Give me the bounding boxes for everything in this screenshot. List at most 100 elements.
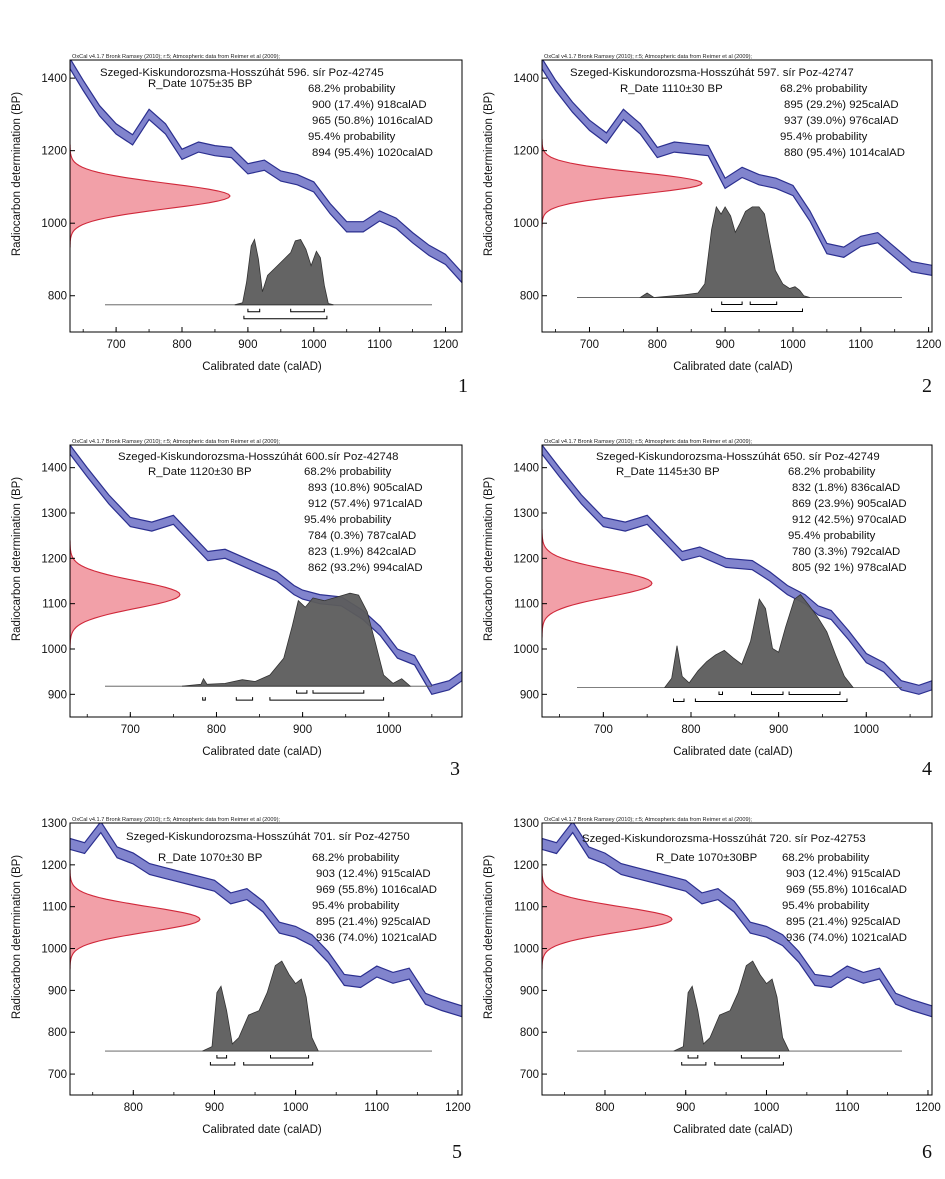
x-tick-label: 900 bbox=[716, 339, 735, 351]
r-date: R_Date 1120±30 BP bbox=[148, 466, 252, 478]
probability-heading: 68.2% probability bbox=[312, 852, 400, 864]
range-68-bracket bbox=[247, 308, 261, 313]
plot-area bbox=[542, 445, 932, 695]
calibrated-posterior bbox=[663, 594, 854, 688]
range-68-bracket bbox=[721, 301, 743, 306]
radiocarbon-prior bbox=[70, 868, 201, 970]
calibration-curve bbox=[70, 823, 462, 1018]
x-tick-label: 1000 bbox=[853, 724, 879, 736]
y-tick-label: 1300 bbox=[41, 818, 67, 830]
calibration-panel-2: 700 800 900 1000 1100 1200 800 1000 1200 1400 Cali… bbox=[483, 54, 941, 397]
y-tick-label: 1000 bbox=[41, 218, 67, 230]
range-95-bracket bbox=[209, 1062, 236, 1066]
calibrated-posterior bbox=[202, 960, 319, 1052]
y-tick-label: 1100 bbox=[42, 902, 67, 914]
x-axis-label: Calibrated date (calAD) bbox=[202, 1124, 322, 1136]
y-axis-label: Radiocarbon determination (BP) bbox=[11, 92, 23, 256]
probability-range: 912 (42.5%) 970calAD bbox=[792, 514, 907, 526]
x-tick-label: 900 bbox=[293, 724, 312, 736]
y-tick-label: 1100 bbox=[42, 599, 67, 611]
r-date: R_Date 1075±35 BP bbox=[148, 78, 252, 90]
x-tick-label: 1200 bbox=[433, 339, 459, 351]
panel-number: 4 bbox=[922, 758, 932, 780]
y-tick-label: 900 bbox=[48, 985, 67, 997]
y-tick-label: 900 bbox=[520, 985, 539, 997]
calibration-curve bbox=[70, 445, 462, 695]
x-tick-label: 1000 bbox=[283, 1102, 309, 1114]
x-tick-label: 1100 bbox=[364, 1102, 389, 1114]
probability-heading: 68.2% probability bbox=[780, 83, 868, 95]
calibration-panel-3: 700 800 900 1000 900 1000 1100 1200 1300 1400 Cali… bbox=[11, 439, 463, 780]
probability-range: 937 (39.0%) 976calAD bbox=[784, 115, 899, 127]
probability-heading: 68.2% probability bbox=[788, 466, 876, 478]
y-tick-label: 1400 bbox=[513, 463, 539, 475]
oxcal-header: OxCal v4.1.7 Bronk Ramsey (2010); r:5; A… bbox=[544, 817, 752, 823]
y-tick-label: 1400 bbox=[41, 73, 67, 85]
probability-range: 894 (95.4%) 1020calAD bbox=[312, 147, 433, 159]
r-date: R_Date 1070±30BP bbox=[656, 852, 757, 864]
y-tick-label: 1200 bbox=[41, 860, 67, 872]
probability-range: 862 (93.2%) 994calAD bbox=[308, 562, 423, 574]
sample-title: Szeged-Kiskundorozsma-Hosszúhát 701. sír… bbox=[126, 831, 410, 843]
range-68-bracket bbox=[296, 690, 308, 694]
x-tick-label: 800 bbox=[207, 724, 226, 736]
range-95-bracket bbox=[243, 1062, 314, 1066]
probability-range: 965 (50.8%) 1016calAD bbox=[312, 115, 433, 127]
oxcal-header: OxCal v4.1.7 Bronk Ramsey (2010); r:5; A… bbox=[544, 439, 752, 445]
r-date: R_Date 1145±30 BP bbox=[616, 466, 720, 478]
x-tick-label: 800 bbox=[648, 339, 667, 351]
sample-title: Szeged-Kiskundorozsma-Hosszúhát 720. sír… bbox=[582, 833, 866, 845]
y-tick-label: 1000 bbox=[513, 644, 539, 656]
range-95-bracket bbox=[202, 697, 206, 701]
r-date: R_Date 1070±30 BP bbox=[158, 852, 262, 864]
x-tick-label: 900 bbox=[205, 1102, 224, 1114]
y-tick-label: 1100 bbox=[514, 902, 539, 914]
sample-title: Szeged-Kiskundorozsma-Hosszúhát 596. sír… bbox=[100, 67, 384, 79]
calibration-curve bbox=[70, 60, 462, 284]
radiocarbon-prior bbox=[542, 528, 653, 638]
probability-range: 805 (92 1%) 978calAD bbox=[792, 562, 907, 574]
y-tick-label: 1100 bbox=[514, 599, 539, 611]
probability-range: 903 (12.4%) 915calAD bbox=[786, 868, 901, 880]
probability-heading: 95.4% probability bbox=[312, 900, 400, 912]
range-68-bracket bbox=[290, 308, 325, 313]
x-tick-label: 1200 bbox=[915, 1102, 941, 1114]
oxcal-header: OxCal v4.1.7 Bronk Ramsey (2010); r:5; A… bbox=[72, 54, 280, 60]
calibration-panel-5: 800 900 1000 1100 1200 700 800 900 1000 1100 1200 1… bbox=[11, 817, 471, 1163]
x-tick-label: 800 bbox=[172, 339, 191, 351]
y-axis-label: Radiocarbon determination (BP) bbox=[11, 855, 23, 1019]
probability-range: 784 (0.3%) 787calAD bbox=[308, 530, 416, 542]
panel-number: 6 bbox=[922, 1141, 932, 1163]
calibration-panel-4: 700 800 900 1000 900 1000 1100 1200 1300 1400 Cali… bbox=[483, 439, 933, 780]
plot-area bbox=[70, 60, 462, 306]
y-tick-label: 1300 bbox=[41, 508, 67, 520]
radiocarbon-prior bbox=[70, 540, 181, 650]
y-axis-label: Radiocarbon determination (BP) bbox=[483, 477, 495, 641]
axes-frame bbox=[541, 444, 933, 718]
probability-range: 900 (17.4%) 918calAD bbox=[312, 99, 427, 111]
oxcal-header: OxCal v4.1.7 Bronk Ramsey (2010); r:5; A… bbox=[72, 817, 280, 823]
probability-range: 869 (23.9%) 905calAD bbox=[792, 498, 907, 510]
plot-area bbox=[70, 445, 462, 695]
y-tick-label: 1200 bbox=[513, 860, 539, 872]
radiocarbon-prior bbox=[542, 868, 673, 970]
y-tick-label: 1200 bbox=[513, 146, 539, 158]
probability-range: 895 (21.4%) 925calAD bbox=[786, 916, 901, 928]
probability-range: 936 (74.0%) 1021calAD bbox=[316, 932, 437, 944]
y-tick-label: 1000 bbox=[41, 944, 67, 956]
y-axis-label: Radiocarbon determination (BP) bbox=[483, 92, 495, 256]
panel-number: 3 bbox=[450, 758, 460, 780]
probability-heading: 95.4% probability bbox=[782, 900, 870, 912]
range-68-bracket bbox=[216, 1055, 228, 1059]
range-68-bracket bbox=[718, 691, 723, 696]
range-95-bracket bbox=[235, 697, 254, 701]
calibrated-posterior bbox=[673, 960, 790, 1052]
probability-range: 936 (74.0%) 1021calAD bbox=[786, 932, 907, 944]
probability-range: 895 (29.2%) 925calAD bbox=[784, 99, 899, 111]
panel-number: 2 bbox=[922, 375, 932, 397]
probability-heading: 68.2% probability bbox=[782, 852, 870, 864]
x-tick-label: 1100 bbox=[835, 1102, 860, 1114]
calibration-panel-6: 800 900 1000 1100 1200 700 800 900 1000 1100 1200 1… bbox=[483, 817, 941, 1163]
x-tick-label: 800 bbox=[595, 1102, 614, 1114]
